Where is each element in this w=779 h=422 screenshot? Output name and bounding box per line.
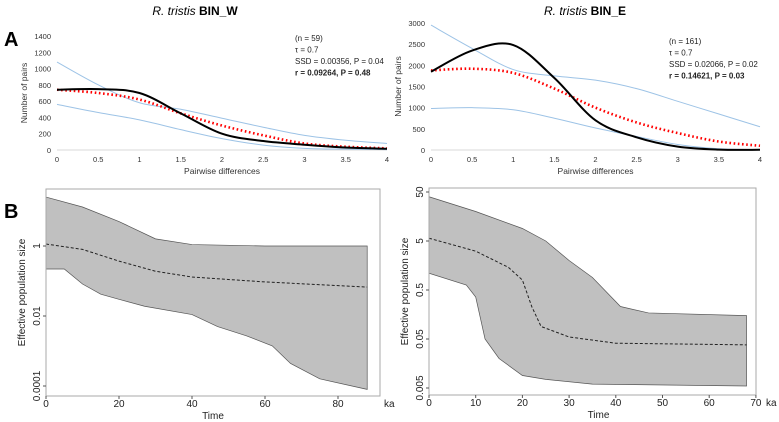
x-tick-label: 50	[657, 398, 669, 409]
stats-annotation-line: SSD = 0.02066, P = 0.02	[669, 60, 758, 69]
stats-annotation-line: (n = 59)	[295, 34, 323, 43]
skyline-plot-bin-e: 0 10 20 30 40 50 60 70 ka 0.005 0.05 0.5 5 50 Time Effe…	[400, 186, 777, 421]
x-tick-label: 40	[186, 399, 198, 410]
y-tick-label: 0.0001	[32, 370, 43, 401]
y-tick-label: 1200	[34, 48, 51, 57]
mismatch-chart-bin-w: R. tristis BIN_W020040060080010001200140…	[19, 4, 389, 176]
series-lower-line	[430, 107, 761, 151]
stats-annotation-line: τ = 0.7	[295, 46, 319, 55]
plot-frame	[428, 187, 757, 396]
skyline-plot-bin-w: 0 20 40 60 80 ka 0.0001 0.01 1 Time Effective popu…	[17, 188, 395, 422]
x-tick-label: 30	[564, 398, 576, 409]
x-tick-label: 60	[704, 398, 716, 409]
title-species: R. tristis	[544, 4, 587, 18]
x-tick-label: 1	[137, 155, 141, 164]
x-tick-label: 4	[385, 155, 389, 164]
x-tick-label: 1	[511, 155, 515, 164]
x-tick-label: 0	[43, 399, 49, 410]
x-tick-label: 3	[302, 155, 306, 164]
hpd-interval-band	[428, 196, 747, 387]
chart-title: R. tristis BIN_E	[544, 4, 626, 18]
x-tick-label: 10	[470, 398, 482, 409]
x-tick-label: 3.5	[714, 155, 724, 164]
y-axis-label: Number of pairs	[393, 56, 403, 116]
series-observed-line	[430, 42, 761, 151]
stats-annotation-line: r = 0.14621, P = 0.03	[669, 72, 745, 81]
y-axis-label: Number of pairs	[19, 63, 29, 123]
y-tick-label: 0	[47, 146, 51, 155]
y-tick-label: 0.5	[415, 283, 426, 297]
median-line	[428, 237, 747, 346]
x-axis-label: Time	[202, 411, 224, 422]
x-tick-label: 0	[426, 398, 432, 409]
y-tick-label: 1000	[34, 65, 51, 74]
x-tick-label: 0	[55, 155, 59, 164]
x-tick-label: 0.5	[467, 155, 477, 164]
y-tick-label: 2000	[408, 61, 425, 70]
x-tick-label: 70	[750, 398, 762, 409]
panel-label-b: B	[4, 201, 18, 223]
series-upper-line	[430, 24, 761, 128]
x-unit-label: ka	[384, 399, 395, 410]
y-tick-label: 5	[415, 238, 426, 244]
x-tick-label: 1.5	[176, 155, 186, 164]
y-tick-label: 400	[38, 113, 51, 122]
y-tick-label: 800	[38, 81, 51, 90]
chart-title: R. tristis BIN_W	[152, 4, 238, 18]
stats-annotation-line: r = 0.09264, P = 0.48	[295, 69, 371, 78]
hpd-interval-band	[45, 196, 368, 390]
x-tick-label: 40	[610, 398, 622, 409]
x-unit-label: ka	[766, 398, 777, 409]
x-axis-label: Pairwise differences	[558, 166, 634, 176]
y-tick-label: 50	[415, 186, 426, 198]
median-line	[45, 243, 368, 288]
y-tick-label: 500	[412, 125, 425, 134]
stats-annotation-line: SSD = 0.00356, P = 0.04	[295, 57, 384, 66]
y-tick-label: 200	[38, 130, 51, 139]
x-tick-label: 20	[517, 398, 529, 409]
y-tick-label: 1	[32, 243, 43, 249]
y-tick-label: 0.01	[32, 306, 43, 326]
y-tick-label: 3000	[408, 19, 425, 28]
title-bin: BIN_W	[199, 4, 238, 18]
y-tick-label: 600	[38, 97, 51, 106]
y-tick-label: 1500	[408, 83, 425, 92]
x-axis-label: Pairwise differences	[184, 166, 260, 176]
y-tick-label: 1400	[34, 32, 51, 41]
y-tick-label: 0	[421, 146, 425, 155]
y-tick-label: 2500	[408, 40, 425, 49]
title-species: R. tristis	[152, 4, 195, 18]
x-tick-label: 2.5	[258, 155, 268, 164]
series-upper-line	[56, 61, 388, 144]
series-lower-line	[56, 103, 388, 151]
stats-annotation-line: (n = 161)	[669, 37, 702, 46]
x-tick-label: 2.5	[631, 155, 641, 164]
x-tick-label: 80	[332, 399, 344, 410]
y-axis-label: Effective population size	[400, 237, 411, 345]
y-tick-label: 1000	[408, 104, 425, 113]
series-observed-line	[56, 87, 388, 150]
x-tick-label: 3	[676, 155, 680, 164]
x-tick-label: 1.5	[549, 155, 559, 164]
x-tick-label: 2	[593, 155, 597, 164]
x-tick-label: 0.5	[93, 155, 103, 164]
stats-annotation-line: τ = 0.7	[669, 49, 693, 58]
y-tick-label: 0.05	[415, 329, 426, 349]
x-tick-label: 3.5	[341, 155, 351, 164]
y-axis-label: Effective population size	[17, 238, 28, 346]
plot-frame	[45, 188, 381, 397]
y-tick-label: 0.005	[415, 375, 426, 400]
title-bin: BIN_E	[591, 4, 626, 18]
x-tick-label: 2	[220, 155, 224, 164]
x-tick-label: 4	[758, 155, 762, 164]
mismatch-chart-bin-e: R. tristis BIN_E 0 500 1000 1500 2000 2500 3000…	[393, 4, 762, 176]
x-tick-label: 60	[259, 399, 271, 410]
x-tick-label: 20	[113, 399, 125, 410]
x-tick-label: 0	[429, 155, 433, 164]
panel-label-a: A	[4, 29, 18, 51]
x-axis-label: Time	[588, 410, 610, 421]
